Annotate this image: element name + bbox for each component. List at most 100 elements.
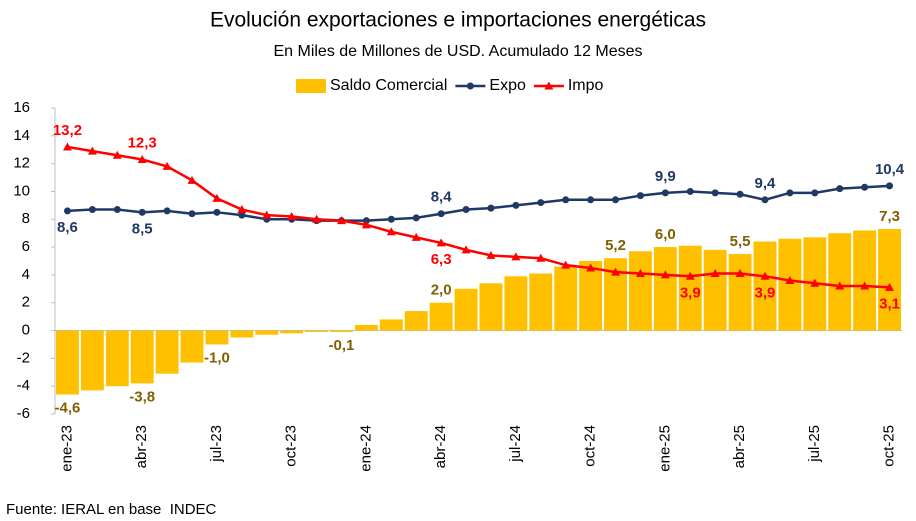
- bar: [529, 273, 553, 331]
- bar: [554, 266, 578, 331]
- marker: [163, 207, 171, 215]
- marker: [811, 189, 819, 197]
- y-tick-label: 16: [13, 99, 30, 116]
- data-label: 6,0: [655, 226, 676, 243]
- data-label: 8,5: [132, 220, 153, 237]
- marker: [436, 238, 446, 247]
- data-label: 10,4: [875, 161, 905, 178]
- marker: [113, 206, 121, 214]
- x-tick-label: abr-23: [133, 425, 150, 468]
- y-tick-label: 12: [13, 155, 30, 172]
- marker: [686, 187, 694, 195]
- data-label: 3,9: [680, 284, 701, 301]
- marker: [660, 270, 670, 279]
- marker: [860, 281, 870, 290]
- marker: [536, 253, 546, 262]
- marker: [835, 281, 845, 290]
- marker: [561, 260, 571, 269]
- chart-title: Evolución exportaciones e importaciones …: [210, 9, 706, 32]
- y-tick-label: 0: [22, 322, 30, 339]
- marker: [486, 250, 496, 259]
- legend-swatch: [296, 79, 326, 93]
- marker: [612, 196, 620, 204]
- line: [67, 184, 890, 222]
- marker: [512, 201, 520, 209]
- marker: [162, 161, 172, 170]
- x-tick-label: oct-24: [582, 425, 599, 467]
- marker: [661, 189, 669, 197]
- marker: [735, 269, 745, 278]
- marker: [411, 232, 421, 241]
- marker: [437, 210, 445, 218]
- marker: [761, 196, 769, 204]
- x-tick-label: jul-24: [507, 425, 524, 463]
- line: [67, 145, 890, 289]
- data-label: 8,6: [57, 219, 78, 236]
- bar: [330, 330, 353, 332]
- marker: [562, 196, 570, 204]
- marker: [711, 189, 719, 197]
- marker: [685, 271, 695, 280]
- marker: [487, 204, 495, 212]
- data-label: 3,1: [879, 295, 900, 312]
- x-tick-label: ene-23: [58, 425, 75, 472]
- marker: [886, 182, 894, 190]
- marker: [736, 190, 744, 198]
- bar: [454, 288, 478, 331]
- marker: [786, 189, 794, 197]
- source-note: Fuente: IERAL en base INDEC: [6, 501, 217, 518]
- bar: [504, 276, 528, 331]
- legend: Saldo Comercial Expo Impo: [296, 77, 604, 94]
- bar: [653, 247, 677, 331]
- marker: [112, 150, 122, 159]
- marker: [636, 192, 644, 200]
- x-tick-label: jul-23: [208, 425, 225, 463]
- marker: [810, 278, 820, 287]
- bar: [230, 330, 254, 338]
- marker: [386, 227, 396, 236]
- marker: [461, 245, 471, 254]
- marker: [586, 263, 596, 272]
- marker: [710, 269, 720, 278]
- bar: [80, 330, 104, 391]
- marker: [861, 183, 869, 191]
- x-tick-label: ene-25: [656, 425, 673, 472]
- marker: [262, 210, 272, 219]
- y-tick-label: -2: [17, 349, 30, 366]
- y-tick-label: 4: [22, 266, 30, 283]
- data-label: 5,2: [605, 237, 626, 254]
- bar: [479, 283, 503, 331]
- marker: [785, 275, 795, 284]
- marker: [88, 206, 96, 214]
- bar: [354, 324, 378, 331]
- marker: [287, 211, 297, 220]
- data-label: 3,9: [755, 284, 776, 301]
- marker: [238, 211, 246, 219]
- data-label: -1,0: [204, 349, 230, 366]
- bar: [429, 302, 453, 331]
- data-label: -3,8: [129, 388, 155, 405]
- bar: [155, 330, 179, 374]
- data-label: 9,9: [655, 168, 676, 185]
- marker: [137, 154, 147, 163]
- legend-label: Expo: [489, 77, 526, 94]
- marker: [836, 185, 844, 193]
- bar: [130, 330, 154, 384]
- bar: [255, 330, 279, 335]
- marker: [587, 196, 595, 204]
- data-label: 5,5: [730, 233, 751, 250]
- y-tick-label: 6: [22, 238, 30, 255]
- data-label: 12,3: [128, 134, 157, 151]
- bar: [55, 330, 79, 395]
- marker: [611, 267, 621, 276]
- bar: [778, 238, 802, 331]
- marker: [237, 205, 247, 214]
- data-label: 7,3: [879, 208, 900, 225]
- marker: [212, 193, 222, 202]
- bar: [853, 230, 877, 331]
- data-label: -0,1: [329, 337, 355, 354]
- marker: [537, 199, 545, 207]
- bar: [305, 330, 329, 332]
- y-tick-label: 2: [22, 294, 30, 311]
